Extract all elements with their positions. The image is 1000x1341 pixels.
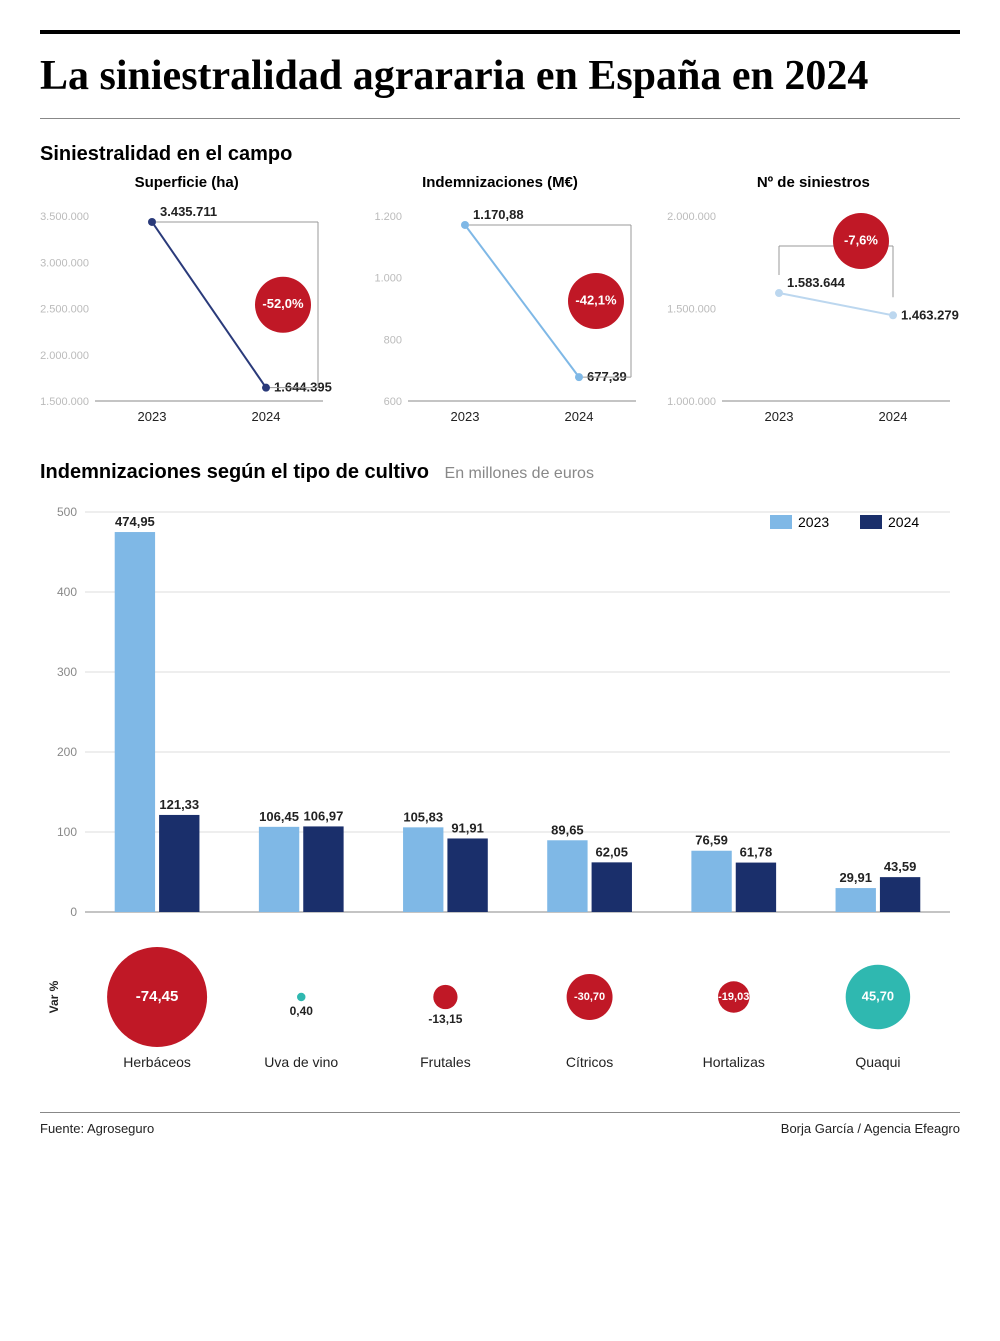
svg-text:105,83: 105,83 [403,810,443,825]
svg-text:Uva de vino: Uva de vino [264,1054,338,1070]
svg-text:62,05: 62,05 [595,845,628,860]
svg-text:76,59: 76,59 [695,833,728,848]
svg-text:600: 600 [384,396,402,408]
svg-text:677,39: 677,39 [587,369,627,384]
footer-credit: Borja García / Agencia Efeagro [781,1121,960,1136]
svg-text:106,45: 106,45 [259,809,299,824]
svg-text:-19,03: -19,03 [718,991,749,1003]
svg-text:Quaqui: Quaqui [855,1054,900,1070]
footer: Fuente: Agroseguro Borja García / Agenci… [40,1121,960,1136]
svg-text:3.000.000: 3.000.000 [40,258,89,270]
small-chart-svg: 3.500.000 3.000.000 2.500.000 2.000.000 1.50… [40,201,333,431]
section1-title: Siniestralidad en el campo [40,143,960,166]
svg-text:100: 100 [57,825,77,839]
svg-text:2023: 2023 [798,514,829,530]
small-chart-0: Superficie (ha) 3.500.000 3.000.000 2.500.0… [40,174,333,431]
svg-text:-13,15: -13,15 [428,1012,462,1026]
svg-text:1.000: 1.000 [375,273,403,285]
svg-text:2.000.000: 2.000.000 [40,350,89,362]
svg-text:2023: 2023 [138,409,167,424]
small-chart-1: Indemnizaciones (M€) 1.200 1.000 800 600 2023… [353,174,646,431]
svg-text:Cítricos: Cítricos [566,1054,613,1070]
svg-text:-52,0%: -52,0% [262,297,304,312]
bar-chart: 0 100 200 300 400 500 2023 2024 474,95 121,33 -74,… [40,492,960,1092]
svg-text:-42,1%: -42,1% [576,293,618,308]
svg-text:2024: 2024 [565,409,594,424]
svg-text:0: 0 [70,905,77,919]
svg-text:89,65: 89,65 [551,823,584,838]
svg-text:400: 400 [57,585,77,599]
svg-text:45,70: 45,70 [862,989,894,1004]
svg-text:2023: 2023 [764,409,793,424]
svg-text:121,33: 121,33 [159,797,199,812]
small-chart-svg: 2.000.000 1.500.000 1.000.000 2023 2024 1.583… [667,201,960,431]
svg-text:2023: 2023 [451,409,480,424]
svg-text:1.463.279: 1.463.279 [901,308,959,323]
section2-note: En millones de euros [445,465,594,482]
section2-title: Indemnizaciones según el tipo de cultivo… [40,461,960,484]
svg-text:61,78: 61,78 [740,845,773,860]
top-rule [40,30,960,34]
svg-text:-74,45: -74,45 [136,988,179,1005]
svg-text:200: 200 [57,745,77,759]
svg-text:1.170,88: 1.170,88 [473,207,524,222]
small-chart-2: Nº de siniestros 2.000.000 1.500.000 1.000.… [667,174,960,431]
svg-text:2.500.000: 2.500.000 [40,304,89,316]
svg-text:0,40: 0,40 [290,1005,314,1019]
svg-text:500: 500 [57,505,77,519]
footer-source: Fuente: Agroseguro [40,1121,154,1136]
svg-text:800: 800 [384,335,402,347]
svg-text:Herbáceos: Herbáceos [123,1054,191,1070]
svg-text:-7,6%: -7,6% [844,233,878,248]
section2-title-text: Indemnizaciones según el tipo de cultivo [40,461,429,483]
svg-text:3.500.000: 3.500.000 [40,211,89,223]
small-chart-title: Nº de siniestros [667,174,960,191]
svg-text:2.000.000: 2.000.000 [667,211,716,223]
svg-text:Hortalizas: Hortalizas [703,1054,765,1070]
svg-text:29,91: 29,91 [839,870,872,885]
svg-text:474,95: 474,95 [115,514,155,529]
svg-text:Frutales: Frutales [420,1054,471,1070]
svg-text:300: 300 [57,665,77,679]
svg-text:1.583.644: 1.583.644 [787,275,846,290]
svg-text:106,97: 106,97 [304,809,344,824]
svg-text:3.435.711: 3.435.711 [160,204,217,219]
svg-text:Var %: Var % [47,981,61,1014]
small-chart-title: Superficie (ha) [40,174,333,191]
svg-text:1.200: 1.200 [375,211,403,223]
svg-text:1.000.000: 1.000.000 [667,396,716,408]
small-charts-row: Superficie (ha) 3.500.000 3.000.000 2.500.0… [40,174,960,431]
svg-text:1.500.000: 1.500.000 [667,304,716,316]
page-title: La siniestralidad agrararia en España en… [40,52,960,100]
bar-chart-svg: 0 100 200 300 400 500 2023 2024 474,95 121,33 -74,… [40,492,960,1087]
svg-text:2024: 2024 [888,514,919,530]
small-chart-svg: 1.200 1.000 800 600 2023 2024 1.170,88 677,39 -4… [353,201,646,431]
svg-text:-30,70: -30,70 [574,991,605,1003]
svg-text:2024: 2024 [878,409,907,424]
svg-text:1.500.000: 1.500.000 [40,396,89,408]
footer-rule [40,1112,960,1113]
svg-text:2024: 2024 [252,409,281,424]
svg-text:43,59: 43,59 [884,859,917,874]
small-chart-title: Indemnizaciones (M€) [353,174,646,191]
title-rule [40,118,960,119]
svg-text:91,91: 91,91 [451,821,484,836]
